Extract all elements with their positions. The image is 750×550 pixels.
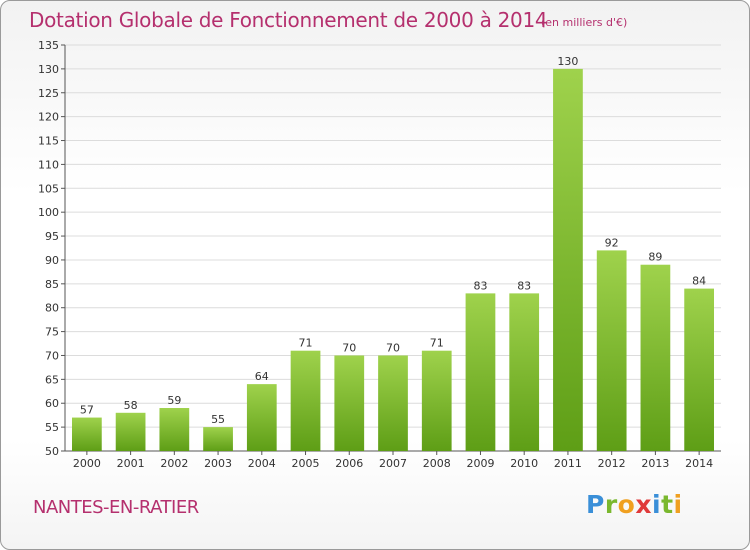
y-tick-label: 130: [38, 63, 59, 76]
bar-value-label: 57: [80, 404, 94, 417]
y-tick-label: 110: [38, 158, 59, 171]
bar-value-label: 83: [517, 279, 531, 292]
x-tick-label: 2007: [379, 457, 407, 470]
bar-value-label: 130: [557, 55, 578, 68]
x-tick-label: 2002: [160, 457, 188, 470]
bar-value-label: 64: [255, 370, 269, 383]
logo-letter: t: [661, 490, 674, 519]
bar-value-label: 71: [430, 337, 444, 350]
bar-value-label: 83: [473, 279, 487, 292]
y-tick-label: 70: [45, 349, 59, 362]
y-tick-label: 50: [45, 445, 59, 458]
bar: [290, 350, 321, 451]
y-tick-label: 125: [38, 87, 59, 100]
bar: [115, 412, 146, 451]
bar-value-label: 84: [692, 275, 706, 288]
logo-letter: o: [617, 490, 636, 519]
y-tick-label: 65: [45, 373, 59, 386]
y-tick-label: 115: [38, 135, 59, 148]
x-tick-label: 2010: [510, 457, 538, 470]
x-tick-label: 2014: [685, 457, 713, 470]
bar: [553, 68, 583, 451]
proxiti-logo: Proxiti: [586, 490, 683, 519]
x-tick-label: 2009: [466, 457, 494, 470]
y-tick-label: 60: [45, 397, 59, 410]
x-tick-label: 2004: [248, 457, 276, 470]
logo-letter: i: [673, 490, 683, 519]
bar: [334, 355, 365, 451]
logo-letter: P: [586, 490, 605, 519]
bar: [596, 250, 627, 451]
bar: [246, 384, 277, 451]
logo-letter: x: [635, 490, 652, 519]
bar: [378, 355, 408, 451]
y-tick-label: 95: [45, 230, 59, 243]
bar: [159, 408, 190, 451]
logo-letter: i: [652, 490, 662, 519]
y-tick-label: 135: [38, 39, 59, 52]
chart-title: Dotation Globale de Fonctionnement de 20…: [29, 8, 548, 32]
y-tick-label: 105: [38, 182, 59, 195]
x-tick-label: 2005: [292, 457, 320, 470]
bar: [509, 293, 540, 451]
y-tick-label: 90: [45, 254, 59, 267]
y-tick-label: 100: [38, 206, 59, 219]
bar-value-label: 70: [386, 341, 400, 354]
y-tick-label: 120: [38, 111, 59, 124]
bar-value-label: 92: [605, 236, 619, 249]
y-tick-label: 85: [45, 278, 59, 291]
y-tick-label: 75: [45, 326, 59, 339]
x-tick-label: 2006: [335, 457, 363, 470]
chart-unit: (en milliers d'€): [541, 16, 628, 29]
bar: [203, 427, 233, 451]
bar-value-label: 58: [124, 399, 138, 412]
bar: [421, 350, 452, 451]
bar: [684, 288, 715, 451]
x-tick-label: 2000: [73, 457, 101, 470]
y-tick-label: 80: [45, 302, 59, 315]
x-tick-label: 2011: [554, 457, 582, 470]
bar: [465, 293, 496, 451]
bar: [71, 417, 102, 451]
bar-value-label: 89: [648, 251, 662, 264]
x-tick-label: 2003: [204, 457, 232, 470]
bar-value-label: 55: [211, 413, 225, 426]
bar-value-label: 71: [299, 337, 313, 350]
commune-name: NANTES-EN-RATIER: [33, 497, 199, 518]
x-tick-label: 2008: [423, 457, 451, 470]
bar: [640, 264, 671, 451]
bar-value-label: 59: [167, 394, 181, 407]
x-tick-label: 2001: [117, 457, 145, 470]
x-tick-label: 2012: [598, 457, 626, 470]
logo-letter: r: [604, 490, 618, 519]
bar-value-label: 70: [342, 341, 356, 354]
x-tick-label: 2013: [641, 457, 669, 470]
y-tick-label: 55: [45, 421, 59, 434]
